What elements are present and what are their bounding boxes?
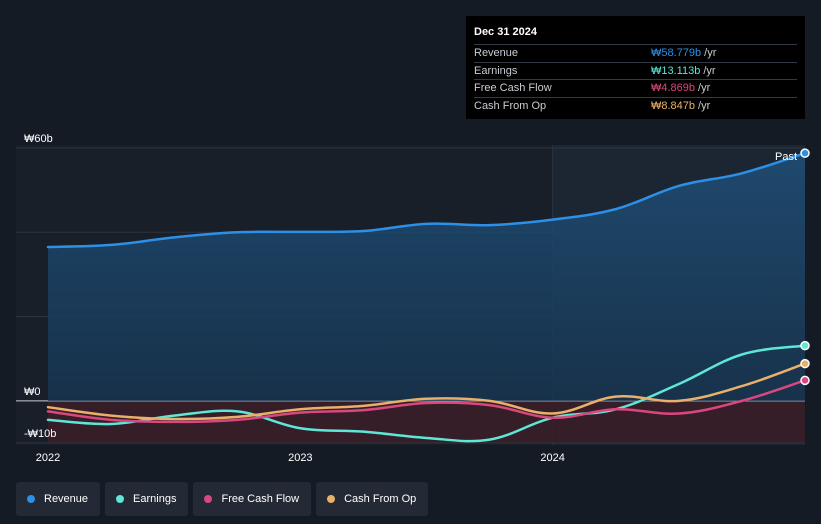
cash-from-op-line bbox=[46, 362, 807, 421]
x-tick-label: 2024 bbox=[540, 452, 564, 464]
tooltip-value: ₩58.779b bbox=[651, 47, 702, 59]
legend-item-earnings[interactable]: Earnings bbox=[105, 482, 189, 516]
y-tick-label: -₩10b bbox=[24, 428, 56, 440]
tooltip-date: Dec 31 2024 bbox=[474, 26, 537, 38]
revenue-end-point bbox=[800, 148, 810, 158]
revenue-line bbox=[46, 151, 807, 249]
tooltip-unit: /yr bbox=[704, 47, 717, 59]
x-tick-label: 2022 bbox=[36, 452, 60, 464]
legend-dot-icon bbox=[116, 495, 125, 503]
y-tick-label: ₩60b bbox=[24, 133, 53, 145]
tooltip: Dec 31 2024 Revenue ₩58.779b /yr Earning… bbox=[466, 16, 805, 119]
tooltip-label: Revenue bbox=[474, 47, 519, 59]
legend-item-revenue[interactable]: Revenue bbox=[16, 482, 101, 516]
tooltip-unit: /yr bbox=[698, 99, 711, 112]
legend-item-cash-from-op[interactable]: Cash From Op bbox=[316, 482, 429, 516]
y-tick-label: ₩0 bbox=[24, 386, 41, 398]
tooltip-row-free-cash-flow: Free Cash Flow ₩4.869b /yr bbox=[474, 79, 797, 97]
tooltip-label: Free Cash Flow bbox=[474, 82, 552, 94]
x-tick-label: 2023 bbox=[288, 452, 312, 464]
tooltip-value: ₩13.113b bbox=[651, 64, 701, 77]
legend-label: Revenue bbox=[44, 493, 89, 505]
tooltip-value: ₩4.869b bbox=[651, 82, 696, 94]
legend-dot-icon bbox=[204, 495, 213, 503]
series-layer bbox=[46, 148, 810, 443]
earnings-line bbox=[46, 344, 807, 443]
revenue-area bbox=[48, 153, 805, 401]
tooltip-value: ₩8.847b bbox=[651, 99, 696, 112]
legend-item-free-cash-flow[interactable]: Free Cash Flow bbox=[193, 482, 312, 516]
y-axis-labels: ₩60b ₩0 -₩10b bbox=[24, 133, 56, 440]
legend-label: Cash From Op bbox=[344, 493, 417, 505]
tooltip-unit: /yr bbox=[698, 82, 711, 94]
tooltip-unit: /yr bbox=[703, 64, 716, 77]
legend-dot-icon bbox=[327, 495, 336, 503]
tooltip-label: Cash From Op bbox=[474, 99, 547, 112]
legend-label: Earnings bbox=[133, 493, 177, 505]
legend-label: Free Cash Flow bbox=[221, 493, 300, 505]
tooltip-row-revenue: Revenue ₩58.779b /yr bbox=[474, 44, 797, 62]
tooltip-row-cash-from-op: Cash From Op ₩8.847b /yr bbox=[474, 96, 797, 115]
x-axis-labels: 2022 2023 2024 bbox=[36, 452, 565, 464]
earnings-end-point bbox=[800, 340, 810, 351]
tooltip-label: Earnings bbox=[474, 64, 518, 77]
free-cash-flow-line bbox=[46, 379, 807, 424]
tooltip-row-earnings: Earnings ₩13.113b /yr bbox=[474, 61, 797, 80]
cash-from-op-end-point bbox=[800, 358, 810, 369]
legend-dot-icon bbox=[27, 495, 35, 503]
legend: Revenue Earnings Free Cash Flow Cash Fro… bbox=[16, 482, 429, 516]
past-label: Past bbox=[775, 151, 797, 163]
free-cash-flow-end-point bbox=[800, 375, 810, 386]
